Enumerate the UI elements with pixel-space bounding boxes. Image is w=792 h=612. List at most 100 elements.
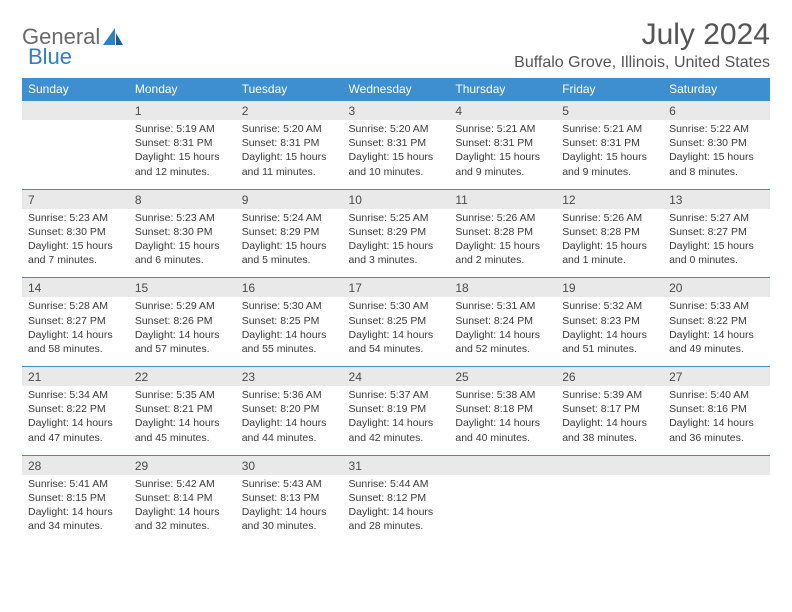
sunrise-text: Sunrise: 5:21 AM	[562, 122, 657, 136]
month-title: July 2024	[514, 18, 770, 52]
day-detail-cell: Sunrise: 5:19 AMSunset: 8:31 PMDaylight:…	[129, 120, 236, 189]
daylight-text-2: and 11 minutes.	[242, 165, 337, 179]
sunrise-text: Sunrise: 5:37 AM	[349, 388, 444, 402]
daylight-text-2: and 47 minutes.	[28, 431, 123, 445]
sunset-text: Sunset: 8:27 PM	[28, 314, 123, 328]
daylight-text-2: and 8 minutes.	[669, 165, 764, 179]
sunset-text: Sunset: 8:25 PM	[349, 314, 444, 328]
day-number-cell: 9	[236, 189, 343, 209]
daylight-text-2: and 38 minutes.	[562, 431, 657, 445]
daylight-text-1: Daylight: 14 hours	[242, 505, 337, 519]
day-detail-cell	[449, 475, 556, 544]
sunset-text: Sunset: 8:31 PM	[455, 136, 550, 150]
day-number-cell: 21	[22, 367, 129, 387]
daylight-text-1: Daylight: 14 hours	[135, 416, 230, 430]
daylight-text-2: and 9 minutes.	[455, 165, 550, 179]
week-detail-row: Sunrise: 5:19 AM Sunset: 8:31 PM Daylight:…	[22, 120, 770, 189]
sunrise-text: Sunrise: 5:19 AM	[135, 122, 230, 136]
daylight-text-2: and 28 minutes.	[349, 519, 444, 533]
daylight-text-1: Daylight: 15 hours	[455, 239, 550, 253]
daylight-text-1: Daylight: 14 hours	[242, 328, 337, 342]
daylight-text-2: and 7 minutes.	[28, 253, 123, 267]
sunrise-text: Sunrise: 5:26 AM	[562, 211, 657, 225]
daylight-text-1: Daylight: 15 hours	[669, 150, 764, 164]
daylight-text-2: and 12 minutes.	[135, 165, 230, 179]
daylight-text-1: Daylight: 15 hours	[562, 239, 657, 253]
calendar-table: Sunday Monday Tuesday Wednesday Thursday…	[22, 78, 770, 543]
sunrise-text: Sunrise: 5:34 AM	[28, 388, 123, 402]
day-detail-cell: Sunrise: 5:21 AMSunset: 8:31 PMDaylight:…	[556, 120, 663, 189]
day-number-cell: 27	[663, 367, 770, 387]
daylight-text-1: Daylight: 14 hours	[28, 416, 123, 430]
week-detail-row: Sunrise: 5:23 AMSunset: 8:30 PMDaylight:…	[22, 209, 770, 278]
daylight-text-1: Daylight: 15 hours	[135, 150, 230, 164]
sunrise-text: Sunrise: 5:39 AM	[562, 388, 657, 402]
day-detail-cell: Sunrise: 5:43 AMSunset: 8:13 PMDaylight:…	[236, 475, 343, 544]
day-detail-cell	[556, 475, 663, 544]
sunset-text: Sunset: 8:15 PM	[28, 491, 123, 505]
sunset-text: Sunset: 8:29 PM	[349, 225, 444, 239]
sunset-text: Sunset: 8:25 PM	[242, 314, 337, 328]
daylight-text-2: and 1 minute.	[562, 253, 657, 267]
day-detail-cell: Sunrise: 5:25 AMSunset: 8:29 PMDaylight:…	[343, 209, 450, 278]
daylight-text-1: Daylight: 14 hours	[669, 416, 764, 430]
day-number-cell: 5	[556, 101, 663, 121]
day-number-cell: 28	[22, 455, 129, 475]
day-number-cell: 30	[236, 455, 343, 475]
sunset-text: Sunset: 8:22 PM	[669, 314, 764, 328]
day-detail-cell: Sunrise: 5:42 AMSunset: 8:14 PMDaylight:…	[129, 475, 236, 544]
daylight-text-1: Daylight: 14 hours	[242, 416, 337, 430]
sunrise-text: Sunrise: 5:42 AM	[135, 477, 230, 491]
day-number-cell: 4	[449, 101, 556, 121]
location: Buffalo Grove, Illinois, United States	[514, 54, 770, 72]
day-header: Friday	[556, 78, 663, 101]
sunset-text: Sunset: 8:19 PM	[349, 402, 444, 416]
day-number-cell: 31	[343, 455, 450, 475]
sunrise-text: Sunrise: 5:25 AM	[349, 211, 444, 225]
day-number-cell: 23	[236, 367, 343, 387]
sunset-text: Sunset: 8:26 PM	[135, 314, 230, 328]
sunrise-text: Sunrise: 5:41 AM	[28, 477, 123, 491]
daylight-text-2: and 34 minutes.	[28, 519, 123, 533]
day-header: Saturday	[663, 78, 770, 101]
daylight-text-1: Daylight: 14 hours	[455, 416, 550, 430]
daylight-text-2: and 32 minutes.	[135, 519, 230, 533]
sunrise-text: Sunrise: 5:23 AM	[28, 211, 123, 225]
day-number-cell	[22, 101, 129, 121]
daylight-text-2: and 44 minutes.	[242, 431, 337, 445]
day-number-cell: 3	[343, 101, 450, 121]
week-daynum-row: 28293031	[22, 455, 770, 475]
day-detail-cell: Sunrise: 5:35 AMSunset: 8:21 PMDaylight:…	[129, 386, 236, 455]
day-header: Monday	[129, 78, 236, 101]
sunrise-text: Sunrise: 5:44 AM	[349, 477, 444, 491]
day-number-cell: 1	[129, 101, 236, 121]
day-detail-cell: Sunrise: 5:37 AMSunset: 8:19 PMDaylight:…	[343, 386, 450, 455]
sunset-text: Sunset: 8:13 PM	[242, 491, 337, 505]
sunset-text: Sunset: 8:28 PM	[562, 225, 657, 239]
title-block: July 2024 Buffalo Grove, Illinois, Unite…	[514, 18, 770, 72]
day-number-cell: 12	[556, 189, 663, 209]
day-detail-cell: Sunrise: 5:20 AMSunset: 8:31 PMDaylight:…	[236, 120, 343, 189]
daylight-text-2: and 5 minutes.	[242, 253, 337, 267]
day-number-cell: 17	[343, 278, 450, 298]
sunrise-text: Sunrise: 5:22 AM	[669, 122, 764, 136]
day-number-cell: 15	[129, 278, 236, 298]
daylight-text-1: Daylight: 15 hours	[349, 150, 444, 164]
day-number-cell: 22	[129, 367, 236, 387]
sunrise-text: Sunrise: 5:30 AM	[242, 299, 337, 313]
day-number-cell: 10	[343, 189, 450, 209]
daylight-text-2: and 57 minutes.	[135, 342, 230, 356]
daylight-text-1: Daylight: 14 hours	[135, 505, 230, 519]
week-daynum-row: 78910111213	[22, 189, 770, 209]
daylight-text-2: and 42 minutes.	[349, 431, 444, 445]
sunset-text: Sunset: 8:18 PM	[455, 402, 550, 416]
sunrise-text: Sunrise: 5:23 AM	[135, 211, 230, 225]
day-detail-cell: Sunrise: 5:38 AMSunset: 8:18 PMDaylight:…	[449, 386, 556, 455]
day-number-cell: 14	[22, 278, 129, 298]
daylight-text-2: and 55 minutes.	[242, 342, 337, 356]
day-number-cell	[556, 455, 663, 475]
sunset-text: Sunset: 8:17 PM	[562, 402, 657, 416]
daylight-text-2: and 0 minutes.	[669, 253, 764, 267]
sunrise-text: Sunrise: 5:27 AM	[669, 211, 764, 225]
day-number-cell: 24	[343, 367, 450, 387]
